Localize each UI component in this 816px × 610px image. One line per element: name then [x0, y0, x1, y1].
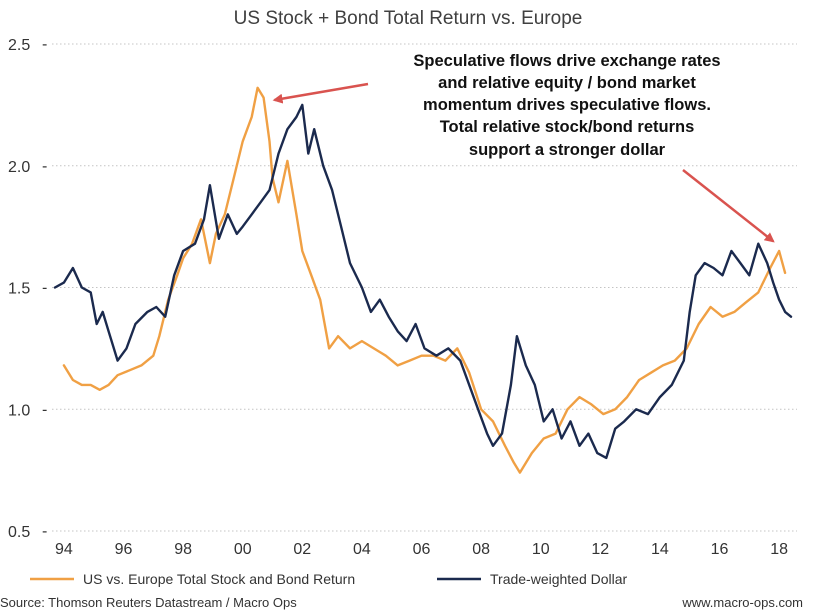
series-lines — [53, 86, 793, 474]
annotation-arrow — [272, 82, 369, 104]
y-tick-dash: - — [42, 158, 47, 175]
x-tick-label: 94 — [55, 541, 73, 558]
annotation-line-1: Speculative flows drive exchange rates — [413, 52, 720, 70]
legend-label-dollar: Trade-weighted Dollar — [490, 571, 628, 587]
x-tick-label: 96 — [115, 541, 133, 558]
y-tick-label: 0.5 — [8, 524, 30, 541]
x-tick-label: 10 — [532, 541, 550, 558]
y-tick-label: 2.0 — [8, 159, 30, 176]
y-axis-ticks: 0.5 -1.0 -1.5 -2.0 -2.5- — [8, 36, 47, 541]
x-tick-label: 08 — [472, 541, 490, 558]
y-tick-dash: - — [42, 280, 47, 297]
legend-label-return: US vs. Europe Total Stock and Bond Retur… — [83, 571, 355, 587]
chart-title: US Stock + Bond Total Return vs. Europe — [234, 8, 583, 29]
x-tick-label: 04 — [353, 541, 371, 558]
y-tick-dash: - — [42, 36, 47, 53]
x-tick-label: 16 — [711, 541, 729, 558]
x-tick-label: 02 — [293, 541, 311, 558]
x-tick-label: 98 — [174, 541, 192, 558]
annotation-arrow — [682, 169, 775, 243]
annotation-line-3: momentum drives speculative flows. — [423, 96, 711, 114]
x-tick-label: 06 — [413, 541, 431, 558]
x-tick-label: 00 — [234, 541, 252, 558]
x-tick-label: 18 — [770, 541, 788, 558]
series-line-return — [62, 86, 787, 474]
y-tick-label: 1.5 — [8, 281, 30, 298]
y-tick-dash: - — [42, 523, 47, 540]
annotation-line-5: support a stronger dollar — [469, 141, 666, 159]
annotation-line-4: Total relative stock/bond returns — [440, 118, 695, 136]
annotation: Speculative flows drive exchange rates a… — [413, 52, 720, 159]
y-tick-label: 1.0 — [8, 402, 30, 419]
x-tick-label: 14 — [651, 541, 669, 558]
y-tick-dash: - — [42, 401, 47, 418]
website-credit: www.macro-ops.com — [681, 595, 803, 610]
gridlines — [52, 43, 797, 532]
legend: US vs. Europe Total Stock and Bond Retur… — [30, 571, 628, 587]
annotation-arrows — [272, 82, 775, 243]
source-note: Source: Thomson Reuters Datastream / Mac… — [0, 595, 297, 610]
annotation-line-2: and relative equity / bond market — [438, 74, 696, 92]
y-tick-label: 2.5 — [8, 37, 30, 54]
x-axis-ticks: 94 96 98 00 02 04 06 08 10 12 14 16 18 — [55, 541, 788, 558]
series-line-dollar — [53, 103, 793, 460]
x-tick-label: 12 — [591, 541, 609, 558]
